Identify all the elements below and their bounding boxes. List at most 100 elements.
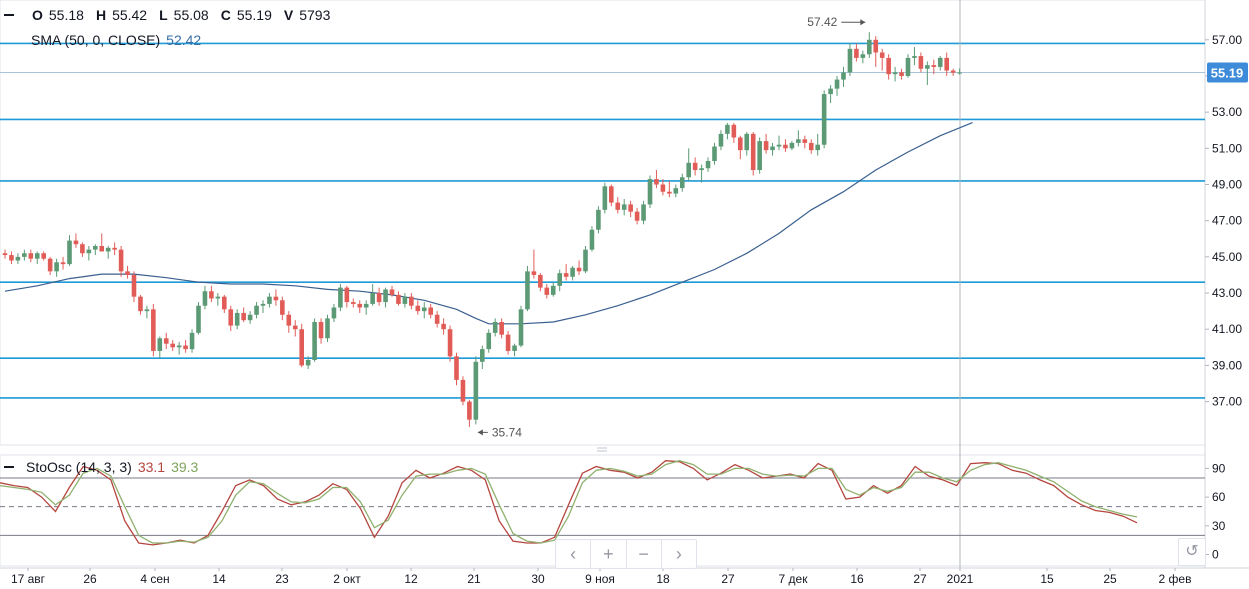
candle: [918, 52, 924, 73]
time-tick-label: 4 сен: [140, 572, 169, 586]
candle: [712, 142, 717, 165]
candle: [163, 332, 169, 350]
collapse-icon[interactable]: [4, 14, 14, 16]
zoom-in-button[interactable]: +: [591, 540, 627, 568]
candle: [415, 300, 421, 315]
candle-body: [873, 39, 879, 53]
candle: [325, 314, 330, 342]
sma-legend[interactable]: SMA (50, 0, CLOSE) 52.42: [31, 32, 201, 48]
price-tick-label: 47.00: [1212, 214, 1242, 228]
candle: [731, 123, 737, 143]
candle: [286, 311, 292, 333]
candle: [22, 249, 27, 261]
high-value: 55.42: [112, 7, 148, 23]
candle: [370, 284, 375, 306]
zoom-out-button[interactable]: −: [627, 540, 662, 568]
candle-body: [222, 296, 227, 310]
candle-body: [254, 305, 259, 315]
candle: [931, 59, 937, 75]
candle: [750, 132, 756, 176]
candle: [15, 253, 21, 265]
candle-body: [576, 267, 582, 272]
candle-body: [318, 321, 324, 339]
scroll-left-button[interactable]: ‹: [556, 540, 592, 568]
collapse-icon[interactable]: [4, 466, 14, 468]
candle: [821, 90, 827, 149]
sma-value: 52.42: [166, 32, 202, 48]
time-tick-label: 23: [275, 572, 289, 586]
candle: [189, 329, 195, 353]
candle-body: [273, 296, 279, 301]
candle: [441, 318, 446, 335]
candle: [473, 356, 479, 425]
candle-body: [583, 249, 588, 272]
low-value: 55.08: [173, 7, 209, 23]
candle: [202, 285, 208, 310]
candle-body: [176, 345, 182, 348]
time-axis: 17 авг 26 4 сен 14 23 2 окт 12 21 30 9 ноя 18 27 7 д…: [11, 568, 1191, 586]
candle-body: [357, 303, 363, 308]
candle-body: [750, 133, 756, 171]
sma-line: [4, 122, 973, 325]
candle-body: [550, 285, 556, 295]
candle-body: [370, 293, 375, 304]
candle: [692, 157, 698, 176]
candle: [576, 260, 582, 275]
candle-body: [815, 144, 820, 151]
high-marker-label: 57.42: [807, 15, 837, 29]
candle: [305, 356, 311, 370]
candle: [280, 296, 285, 321]
time-tick-label: 14: [212, 572, 226, 586]
candle: [254, 302, 259, 319]
extreme-markers: 57.42 35.74: [477, 15, 866, 439]
low-label: L: [159, 7, 168, 23]
candle: [705, 157, 711, 172]
candle-body: [796, 139, 801, 143]
candle: [409, 293, 414, 310]
candle-body: [34, 253, 40, 259]
volume-value: 5793: [299, 7, 331, 23]
candle-body: [331, 307, 337, 319]
candle-body: [189, 332, 195, 350]
reset-icon[interactable]: ↺: [1178, 538, 1206, 566]
candle: [318, 318, 324, 344]
time-tick-label: 9 ноя: [585, 572, 615, 586]
candle: [815, 133, 820, 156]
candle-body: [892, 72, 898, 75]
candle: [73, 233, 79, 248]
candle: [912, 47, 917, 66]
candle-body: [305, 359, 311, 366]
candle-body: [518, 309, 524, 346]
time-tick-label: 21: [467, 572, 481, 586]
candle: [480, 345, 485, 370]
horizontal-levels: [0, 42, 1205, 399]
candle-body: [267, 296, 272, 304]
scroll-right-button[interactable]: ›: [675, 544, 682, 564]
stoch-label[interactable]: StoOsc (14, 3, 3): [26, 459, 132, 475]
candle: [428, 303, 433, 319]
candle-body: [105, 247, 111, 252]
candle: [647, 175, 653, 209]
stoch-tick-label: 0: [1212, 548, 1219, 562]
candle-body: [931, 65, 937, 67]
candle-body: [144, 309, 150, 312]
last-price-tag: 55.19: [1207, 62, 1248, 83]
candle: [447, 325, 453, 362]
candle-body: [854, 48, 859, 58]
candle: [196, 302, 201, 335]
candle-body: [725, 124, 730, 134]
candle-body: [525, 271, 530, 310]
candle: [157, 336, 163, 359]
time-tick-label: 17 авг: [11, 572, 46, 586]
candle-body: [86, 249, 92, 254]
candle: [376, 287, 382, 306]
candle-body: [744, 133, 750, 151]
candle-body: [47, 258, 53, 272]
candle: [260, 300, 266, 313]
candle-body: [660, 184, 666, 192]
candle-body: [886, 57, 891, 75]
candle-body: [563, 273, 569, 277]
candle: [54, 258, 59, 277]
candle: [699, 164, 704, 183]
